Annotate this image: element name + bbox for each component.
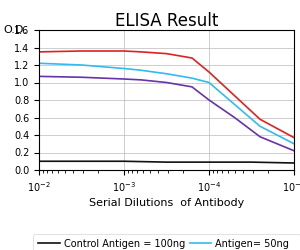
Antigen= 100ng	[165, 52, 168, 55]
Antigen= 100ng	[37, 50, 41, 53]
Antigen= 100ng	[139, 50, 143, 53]
Control Antigen = 100ng	[207, 161, 211, 164]
Antigen= 100ng	[190, 56, 194, 59]
Line: Antigen= 10ng: Antigen= 10ng	[39, 76, 294, 151]
Antigen= 10ng	[139, 78, 143, 82]
Line: Control Antigen = 100ng: Control Antigen = 100ng	[39, 161, 294, 163]
Antigen= 50ng	[190, 76, 194, 80]
Antigen= 50ng	[258, 125, 262, 128]
Control Antigen = 100ng	[80, 160, 83, 163]
Antigen= 10ng	[258, 135, 262, 138]
Antigen= 50ng	[292, 142, 296, 145]
Control Antigen = 100ng	[250, 161, 253, 164]
Control Antigen = 100ng	[37, 160, 41, 163]
Antigen= 50ng	[122, 67, 126, 70]
Antigen= 10ng	[165, 81, 168, 84]
Antigen= 100ng	[80, 50, 83, 52]
Antigen= 10ng	[292, 149, 296, 152]
Antigen= 10ng	[80, 76, 83, 79]
Antigen= 100ng	[122, 50, 126, 52]
Antigen= 100ng	[207, 70, 211, 74]
Control Antigen = 100ng	[122, 160, 126, 163]
Antigen= 10ng	[122, 78, 126, 80]
Line: Antigen= 100ng: Antigen= 100ng	[39, 51, 294, 138]
Legend: Control Antigen = 100ng, Antigen= 10ng, Antigen= 50ng, Antigen= 100ng: Control Antigen = 100ng, Antigen= 10ng, …	[33, 234, 300, 250]
Text: O.D.: O.D.	[3, 25, 27, 35]
X-axis label: Serial Dilutions  of Antibody: Serial Dilutions of Antibody	[89, 198, 244, 208]
Antigen= 50ng	[233, 103, 236, 106]
Antigen= 50ng	[37, 62, 41, 65]
Control Antigen = 100ng	[292, 162, 296, 164]
Antigen= 10ng	[37, 75, 41, 78]
Antigen= 100ng	[258, 118, 262, 121]
Antigen= 100ng	[292, 136, 296, 139]
Antigen= 100ng	[233, 94, 236, 97]
Antigen= 50ng	[139, 69, 143, 72]
Antigen= 10ng	[190, 86, 194, 88]
Antigen= 10ng	[233, 116, 236, 119]
Line: Antigen= 50ng: Antigen= 50ng	[39, 63, 294, 144]
Title: ELISA Result: ELISA Result	[115, 12, 218, 30]
Antigen= 50ng	[207, 81, 211, 84]
Antigen= 50ng	[80, 64, 83, 66]
Antigen= 50ng	[165, 72, 168, 75]
Antigen= 10ng	[207, 98, 211, 102]
Control Antigen = 100ng	[165, 161, 168, 164]
